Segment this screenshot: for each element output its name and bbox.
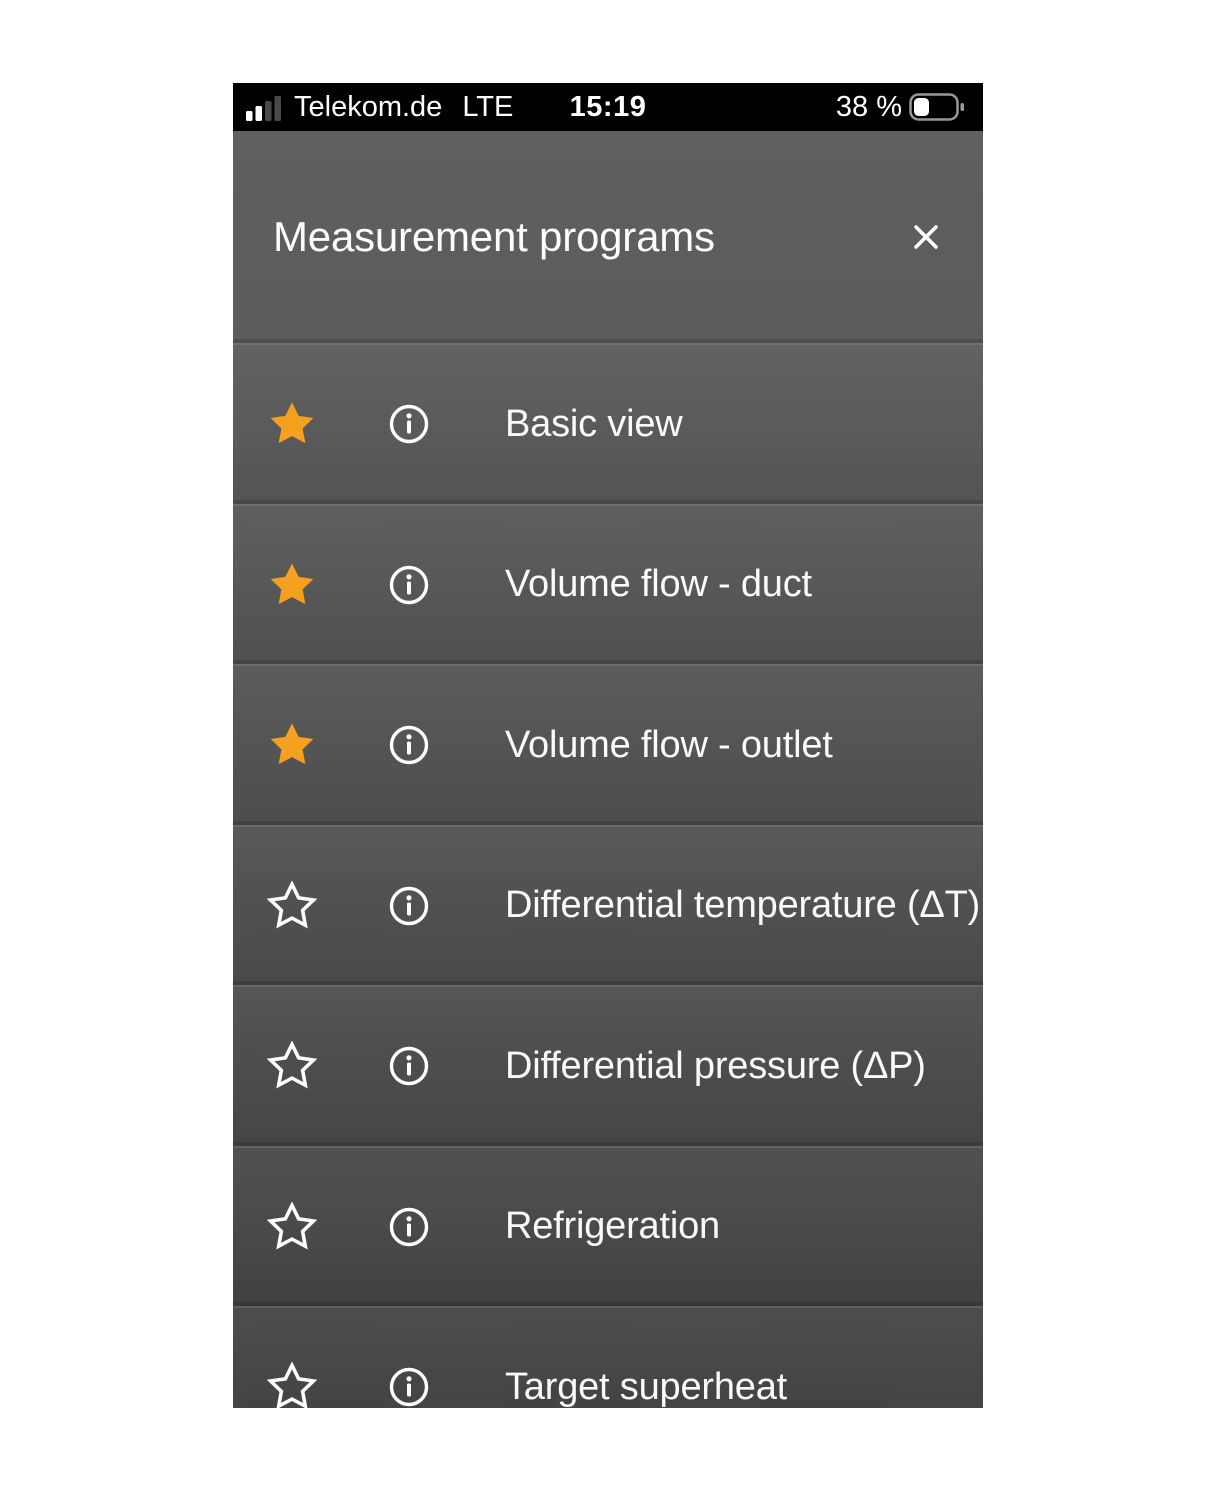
info-icon	[389, 405, 429, 444]
info-icon	[389, 886, 429, 925]
battery-fill	[914, 98, 929, 116]
favorite-toggle[interactable]	[266, 719, 318, 771]
favorite-toggle[interactable]	[266, 880, 318, 932]
status-bar: Telekom.de LTE 15:19 38 %	[233, 83, 983, 131]
star-outline-icon	[266, 1201, 318, 1250]
list-item-target-superheat[interactable]: Target superheat	[233, 1306, 983, 1408]
info-icon	[389, 1368, 429, 1407]
favorite-toggle[interactable]	[266, 559, 318, 611]
carrier-label: Telekom.de	[294, 90, 443, 123]
network-type-label: LTE	[462, 90, 514, 123]
list-item-volume-flow-duct[interactable]: Volume flow - duct	[233, 503, 983, 664]
star-outline-icon	[266, 1041, 318, 1089]
info-button[interactable]	[387, 1044, 431, 1088]
info-icon	[389, 565, 429, 604]
info-button[interactable]	[387, 884, 431, 928]
list-item-volume-flow-outlet[interactable]: Volume flow - outlet	[233, 664, 983, 825]
list-item-differential-temperature[interactable]: Differential temperature (ΔT)	[233, 824, 983, 985]
program-label: Differential temperature (ΔT)	[505, 884, 981, 927]
star-filled-icon	[270, 723, 314, 765]
sheet-header: Measurement programs	[233, 131, 983, 343]
close-button[interactable]	[909, 220, 943, 254]
star-filled-icon	[270, 563, 314, 604]
list-item-refrigeration[interactable]: Refrigeration	[233, 1145, 983, 1306]
battery-percent-label: 38 %	[835, 90, 902, 123]
page-title: Measurement programs	[273, 213, 715, 260]
star-filled-icon	[270, 402, 314, 444]
battery-icon	[909, 93, 964, 121]
close-icon	[914, 225, 938, 249]
program-label: Volume flow - outlet	[505, 723, 833, 766]
info-icon	[389, 1207, 429, 1246]
info-button[interactable]	[387, 402, 431, 446]
program-label: Differential pressure (ΔP)	[505, 1044, 926, 1087]
favorite-toggle[interactable]	[266, 398, 318, 450]
info-button[interactable]	[387, 1205, 431, 1249]
program-label: Volume flow - duct	[505, 563, 812, 606]
program-label: Refrigeration	[505, 1205, 720, 1248]
program-label: Target superheat	[505, 1365, 787, 1408]
list-item-basic-view[interactable]: Basic view	[233, 343, 983, 504]
info-button[interactable]	[387, 1365, 431, 1408]
program-list: Basic view Volume flow - duct	[233, 343, 983, 1408]
favorite-toggle[interactable]	[266, 1201, 318, 1253]
signal-strength-icon	[246, 95, 281, 121]
measurement-programs-sheet: Telekom.de LTE 15:19 38 % Measurement pr…	[233, 83, 983, 1408]
favorite-toggle[interactable]	[266, 1040, 318, 1092]
list-item-differential-pressure[interactable]: Differential pressure (ΔP)	[233, 985, 983, 1146]
info-button[interactable]	[387, 723, 431, 767]
program-label: Basic view	[505, 402, 683, 445]
star-outline-icon	[266, 1362, 318, 1408]
favorite-toggle[interactable]	[266, 1361, 318, 1408]
clock-label: 15:19	[569, 90, 647, 123]
info-icon	[389, 726, 429, 765]
info-button[interactable]	[387, 563, 431, 607]
info-icon	[389, 1047, 429, 1086]
star-outline-icon	[266, 880, 318, 929]
